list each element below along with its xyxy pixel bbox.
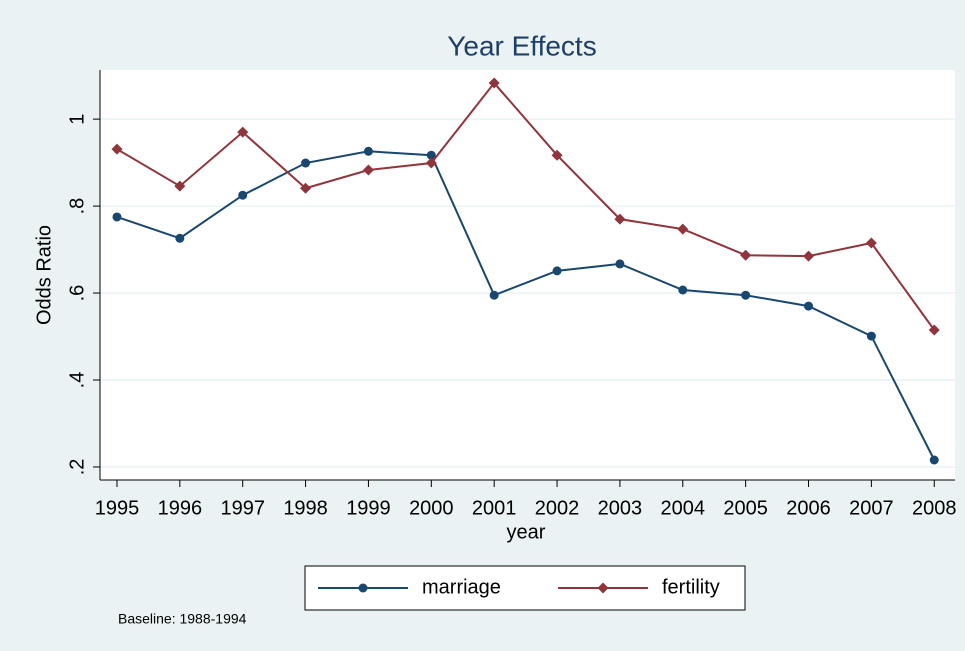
x-tick-label: 2004 <box>661 497 706 519</box>
data-point <box>740 249 752 261</box>
x-tick-label: 2000 <box>409 497 454 519</box>
y-tick-label: .2 <box>66 459 88 476</box>
x-tick-label: 2008 <box>912 497 957 519</box>
x-tick-label: 1999 <box>346 497 391 519</box>
y-tick-label: .4 <box>66 372 88 389</box>
series-line <box>116 81 936 331</box>
chart-title: Year Effects <box>447 30 596 61</box>
x-tick-label: 2007 <box>849 497 894 519</box>
legend-label: fertility <box>662 576 720 598</box>
data-point <box>301 158 311 168</box>
data-point <box>300 182 312 194</box>
x-tick-label: 2003 <box>598 497 643 519</box>
series-line <box>116 150 936 461</box>
legend-label: marriage <box>422 576 501 598</box>
data-point <box>615 259 625 269</box>
data-point <box>363 146 373 156</box>
x-tick-label: 2005 <box>723 497 768 519</box>
data-point <box>865 237 877 249</box>
y-tick-label: 1 <box>66 114 88 125</box>
data-point <box>614 213 626 225</box>
data-point <box>175 233 185 243</box>
x-tick-label: 1996 <box>158 497 203 519</box>
data-point <box>111 143 123 155</box>
data-point <box>552 266 562 276</box>
data-point <box>362 164 374 176</box>
data-point <box>803 250 815 262</box>
y-axis-title: Odds Ratio <box>33 225 55 325</box>
data-point <box>238 190 248 200</box>
x-tick-label: 2001 <box>472 497 517 519</box>
data-point <box>425 157 437 169</box>
plot-area <box>100 70 955 480</box>
x-tick-label: 1995 <box>95 497 140 519</box>
x-tick-label: 2006 <box>786 497 831 519</box>
legend-marker <box>597 582 609 594</box>
x-tick-label: 2002 <box>535 497 580 519</box>
y-tick-label: .8 <box>66 198 88 215</box>
y-tick-label: .6 <box>66 285 88 302</box>
data-point <box>866 331 876 341</box>
x-axis-title: year <box>507 521 546 543</box>
data-point <box>678 285 688 295</box>
x-tick-label: 1998 <box>283 497 328 519</box>
data-point <box>174 180 186 192</box>
data-point <box>677 223 689 235</box>
data-point <box>237 126 249 138</box>
data-point <box>489 290 499 300</box>
data-point <box>928 324 940 336</box>
data-point <box>804 301 814 311</box>
data-point <box>426 150 436 160</box>
note: Baseline: 1988-1994 <box>118 611 247 627</box>
data-point <box>112 212 122 222</box>
data-point <box>488 77 500 89</box>
data-point <box>741 290 751 300</box>
legend-marker <box>358 583 368 593</box>
x-tick-label: 1997 <box>220 497 265 519</box>
data-point <box>929 455 939 465</box>
data-point <box>551 149 563 161</box>
